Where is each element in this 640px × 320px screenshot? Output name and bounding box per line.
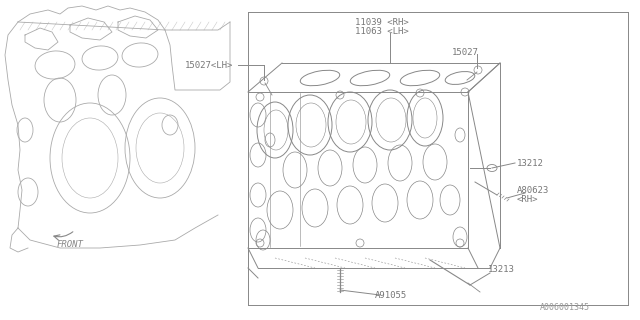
Text: 11063 <LH>: 11063 <LH> (355, 27, 409, 36)
Text: 11039 <RH>: 11039 <RH> (355, 18, 409, 27)
Text: <RH>: <RH> (517, 195, 538, 204)
Text: 15027<LH>: 15027<LH> (185, 61, 234, 70)
Text: A80623: A80623 (517, 186, 549, 195)
Text: A91055: A91055 (375, 291, 407, 300)
Text: 13213: 13213 (488, 265, 515, 274)
Text: 15027: 15027 (452, 48, 479, 57)
Text: FRONT: FRONT (57, 240, 84, 249)
Text: A006001345: A006001345 (540, 303, 590, 312)
Text: 13212: 13212 (517, 159, 544, 168)
